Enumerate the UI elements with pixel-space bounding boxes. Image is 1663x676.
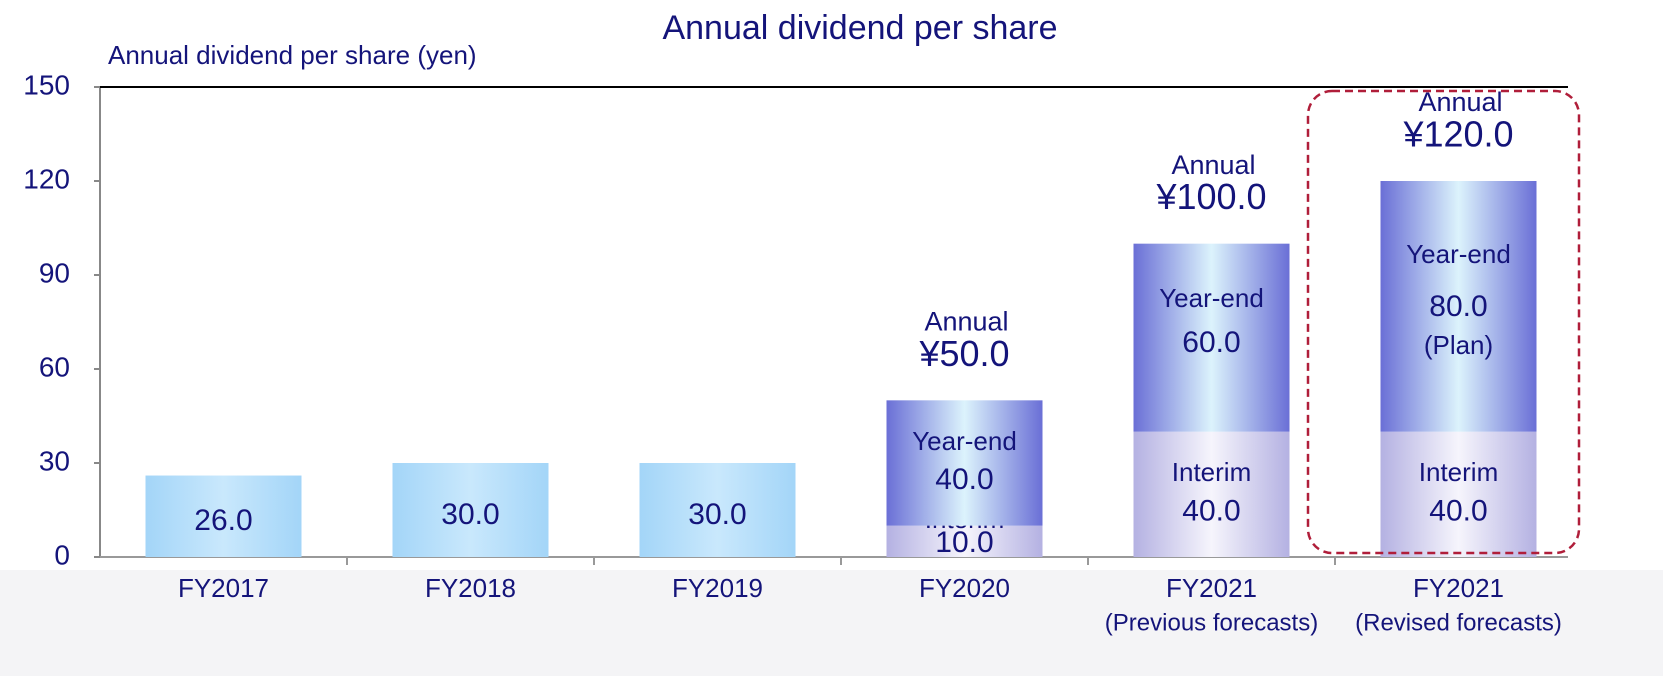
y-tick-label: 120 <box>23 163 70 194</box>
data-label: 60.0 <box>1182 326 1240 359</box>
x-tick-note: (Revised forecasts) <box>1355 609 1562 636</box>
bar-segment <box>1133 243 1290 432</box>
segment-name: Year-end <box>1159 283 1264 313</box>
x-tick-label: FY2019 <box>672 573 763 603</box>
y-axis-label: Annual dividend per share (yen) <box>108 40 477 70</box>
highlight-box <box>1306 89 1581 555</box>
data-label: 30.0 <box>441 498 499 531</box>
bar-segment <box>886 525 1043 557</box>
y-tick-label: 150 <box>23 69 70 100</box>
segment-name: Interim <box>1419 457 1498 487</box>
x-tick-note: (Previous forecasts) <box>1105 609 1318 636</box>
segment-name: Interim <box>1172 457 1251 487</box>
y-tick-label: 30 <box>39 445 70 476</box>
total-caption: Annual <box>1171 150 1255 180</box>
bar-segment <box>145 475 302 557</box>
y-tick-label: 90 <box>39 257 70 288</box>
data-note: (Plan) <box>1424 330 1493 360</box>
x-tick-label: FY2021 <box>1166 573 1257 603</box>
bar-segment <box>392 463 549 557</box>
bar-segment <box>1380 181 1537 432</box>
data-label: 26.0 <box>194 504 252 537</box>
data-label: 40.0 <box>935 463 993 496</box>
footer-band <box>0 570 1663 676</box>
total-label: ¥50.0 <box>918 333 1009 374</box>
x-tick-label: FY2017 <box>178 573 269 603</box>
chart-title: Annual dividend per share <box>662 9 1057 47</box>
bar-segment <box>1133 431 1290 557</box>
total-caption: Annual <box>924 306 1008 336</box>
y-tick-label: 60 <box>39 351 70 382</box>
total-label: ¥100.0 <box>1155 176 1266 217</box>
x-tick-label: FY2020 <box>919 573 1010 603</box>
data-label: 30.0 <box>688 498 746 531</box>
bar-segment <box>886 400 1043 526</box>
segment-name: Year-end <box>912 426 1017 456</box>
data-label: 10.0 <box>935 526 993 559</box>
bar-segment <box>639 463 796 557</box>
data-label: 40.0 <box>1182 494 1240 527</box>
x-tick-label: FY2021 <box>1413 573 1504 603</box>
data-label: 40.0 <box>1429 494 1487 527</box>
segment-name: Year-end <box>1406 239 1511 269</box>
y-tick-label: 0 <box>54 539 70 570</box>
bar-segment <box>1380 431 1537 557</box>
total-label: ¥120.0 <box>1402 114 1513 155</box>
data-label: 80.0 <box>1429 290 1487 323</box>
x-tick-label: FY2018 <box>425 573 516 603</box>
